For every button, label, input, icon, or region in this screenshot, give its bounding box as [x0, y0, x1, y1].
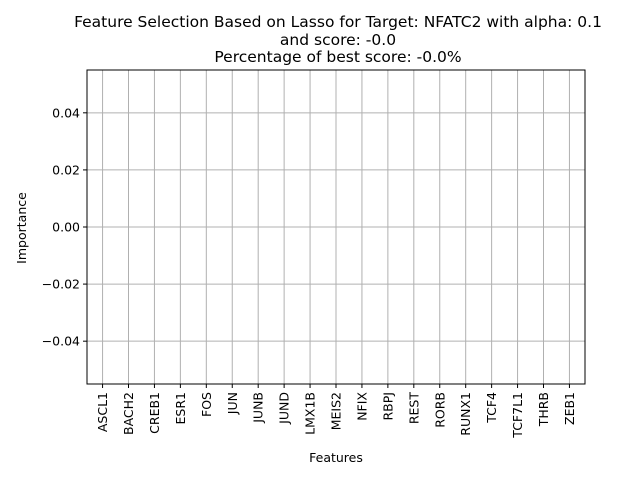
x-tick-label: RUNX1	[458, 392, 473, 436]
x-tick-label: LMX1B	[303, 392, 318, 435]
x-tick-label: JUN	[225, 392, 240, 415]
y-tick-label: 0.02	[52, 162, 80, 177]
y-tick-label: 0.00	[52, 220, 80, 235]
y-tick-label: 0.04	[52, 105, 80, 120]
ticks-layer: −0.04 −0.02 0.00 0.02 0.04 ASCL1 BACH2 CREB1 ESR…	[42, 105, 577, 438]
x-tick-label: NFIX	[354, 392, 369, 421]
grid-layer	[87, 70, 585, 384]
y-tick-label: −0.04	[42, 334, 80, 349]
chart-title-line-3: Percentage of best score: -0.0%	[214, 48, 461, 66]
chart-title-line-2: and score: -0.0	[280, 31, 396, 49]
x-tick-label: JUNB	[251, 392, 266, 424]
x-tick-label: TCF4	[484, 392, 499, 424]
x-tick-label: CREB1	[147, 392, 162, 434]
x-tick-label: JUND	[277, 392, 292, 425]
chart-title-line-1: Feature Selection Based on Lasso for Tar…	[74, 13, 602, 31]
x-tick-label: ASCL1	[95, 392, 110, 432]
y-axis-label: Importance	[14, 192, 29, 264]
x-tick-label: RORB	[432, 392, 447, 428]
x-tick-label: ZEB1	[562, 392, 577, 425]
x-tick-label: FOS	[199, 392, 214, 417]
x-tick-label: TCF7L1	[510, 392, 525, 439]
x-axis-label: Features	[309, 450, 363, 465]
x-tick-label: REST	[406, 392, 421, 425]
x-tick-label: ESR1	[173, 392, 188, 424]
x-tick-label: MEIS2	[329, 392, 344, 430]
x-tick-label: THRB	[536, 392, 551, 427]
x-tick-label: BACH2	[121, 392, 136, 435]
y-tick-label: −0.02	[42, 277, 80, 292]
x-tick-label: RBPJ	[380, 392, 395, 421]
